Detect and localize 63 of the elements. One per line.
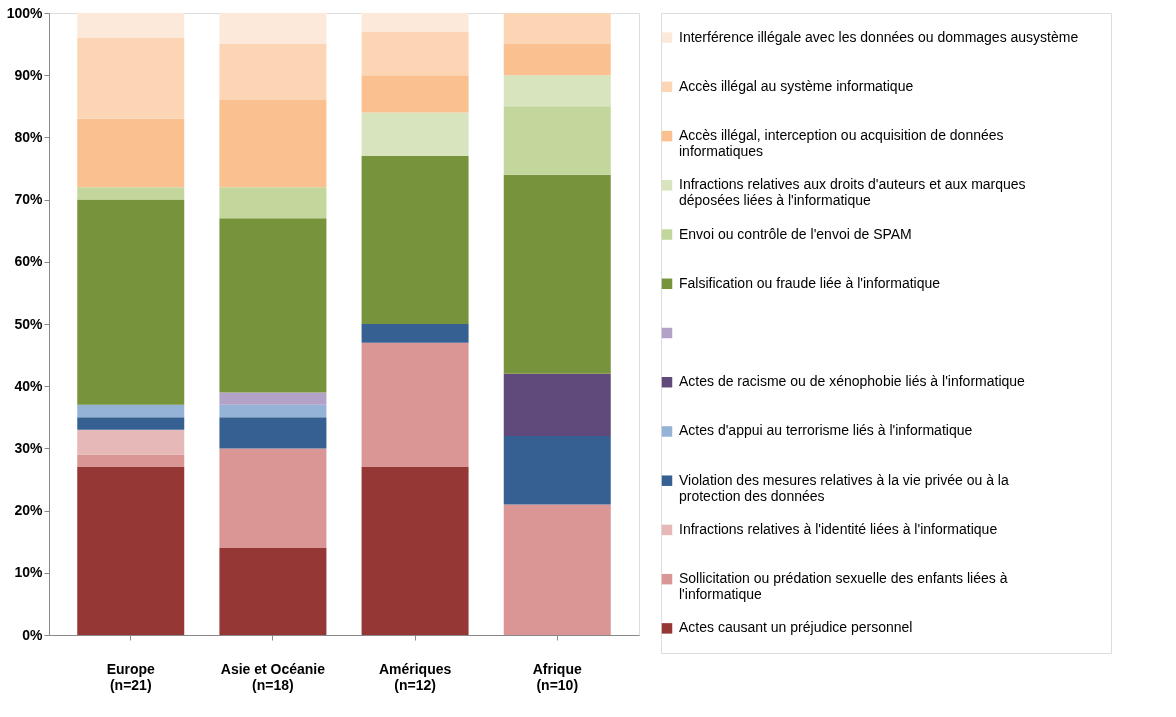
- bar: [77, 417, 185, 430]
- bar: [77, 429, 185, 455]
- x-tick-label: Afrique (n=10): [532, 660, 582, 693]
- bar: [219, 13, 327, 45]
- x-tick-label: Asie et Océanie (n=18): [220, 660, 326, 693]
- legend-label: Accès illégal au système informatique: [679, 77, 914, 94]
- bar: [361, 31, 469, 76]
- y-tick-label: 20%: [14, 502, 44, 519]
- legend-label: Envoi ou contrôle de l'envoi de SPAM: [679, 225, 912, 242]
- y-tick-label: 10%: [14, 564, 44, 581]
- bar: [503, 373, 611, 436]
- y-tick-label: 80%: [14, 128, 44, 145]
- x-tick-label: Amériques (n=12): [378, 660, 452, 693]
- y-tick-label: 40%: [14, 377, 44, 394]
- y-tick-label: 50%: [14, 315, 44, 332]
- bar: [77, 13, 185, 38]
- y-tick-label: 70%: [14, 191, 44, 208]
- bar: [503, 435, 611, 505]
- bar: [219, 448, 327, 548]
- legend-label: Interférence illégale avec les données ou dommages ausystème: [679, 28, 1079, 45]
- legend-label: Falsification ou fraude liée à l'informatique: [679, 274, 941, 291]
- bar: [361, 75, 469, 113]
- y-tick-label: 30%: [14, 439, 44, 456]
- bar: [503, 44, 611, 76]
- legend-label: Infractions relatives aux droits d'auteurs et aux marques déposées liées à l'informatique: [679, 176, 1026, 209]
- bar: [77, 199, 185, 405]
- y-tick-label: 0%: [22, 626, 44, 643]
- legend-label: Violation des mesures relatives à la vie privée ou à la protection des données: [679, 471, 1009, 504]
- bar: [219, 392, 327, 405]
- bar: [219, 547, 327, 635]
- bar: [219, 187, 327, 219]
- legend-label: Sollicitation ou prédation sexuelle des enfants liées à l'informatique: [679, 570, 1008, 603]
- bar: [77, 187, 185, 200]
- bar: [77, 37, 185, 119]
- bar: [361, 112, 469, 157]
- bar: [219, 417, 327, 449]
- bar: [219, 100, 327, 188]
- legend-label: Accès illégal, interception ou acquisition de données informatiques: [679, 127, 1004, 160]
- bar: [219, 218, 327, 393]
- legend-label: Actes causant un préjudice personnel: [679, 619, 913, 636]
- bar: [503, 75, 611, 107]
- legend-label: Actes de racisme ou de xénophobie liés à l'informatique: [679, 373, 1026, 390]
- bar: [503, 174, 611, 374]
- y-tick-label: 60%: [14, 253, 44, 270]
- bar: [503, 504, 611, 635]
- bar: [77, 404, 185, 418]
- y-tick-label: 100%: [6, 4, 44, 21]
- bar: [361, 467, 469, 635]
- bar: [361, 156, 469, 324]
- y-tick-label: 90%: [14, 66, 44, 83]
- bar: [219, 44, 327, 101]
- bar: [361, 13, 469, 32]
- bar: [503, 13, 611, 45]
- bar: [503, 106, 611, 175]
- bar: [77, 467, 185, 635]
- legend-label: Infractions relatives à l'identité liées à l'informatique: [679, 520, 998, 537]
- x-tick-label: Europe (n=21): [106, 660, 156, 693]
- bar: [77, 454, 185, 468]
- bar: [77, 118, 185, 188]
- bar: [361, 324, 469, 343]
- bar: [361, 342, 469, 468]
- bar: [219, 404, 327, 418]
- legend-label: Actes d'appui au terrorisme liés à l'informatique: [679, 422, 973, 439]
